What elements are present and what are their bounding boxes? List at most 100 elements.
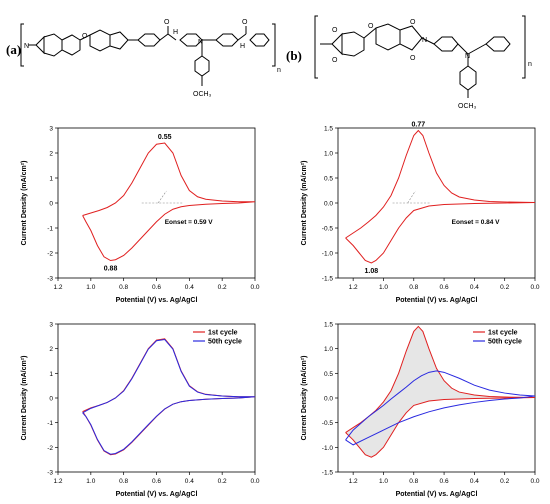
y-tick-label: 3 [49,322,53,329]
structure-b-o-bridge: O [368,23,374,30]
x-tick-label: 1.2 [53,478,62,485]
onset-tangent [157,190,167,204]
x-tick-label: 0.2 [500,478,509,485]
series-line-cv [345,129,536,264]
series-line-cv [82,142,256,262]
annotation-peak-red: 1.08 [365,268,379,275]
y-axis-label: Current Density (mA/cm²) [21,161,28,246]
series-line-50th-cycle [345,370,536,446]
x-tick-label: 0.2 [218,284,227,291]
y-axis-label: Current Density (mA/cm²) [21,356,28,441]
y-tick-label: -1 [47,420,53,427]
x-tick-label: 0.8 [409,478,418,485]
y-tick-label: 1 [49,371,53,378]
y-tick-label: -1 [47,226,53,233]
x-tick-label: 0.4 [185,478,194,485]
structure-a-n-subscript: n [277,67,281,74]
x-axis-label: Potential (V) vs. Ag/AgCl [396,297,478,304]
x-tick-label: 0.4 [185,284,194,291]
y-tick-label: 0 [49,201,53,208]
legend-label: 50th cycle [488,339,522,346]
annotation-peak-ox: 0.77 [412,122,426,129]
y-tick-label: 1.5 [324,126,333,133]
x-tick-label: 1.2 [349,284,358,291]
y-tick-label: 0.0 [324,201,333,208]
y-tick-label: 2 [49,151,53,158]
legend-label: 1st cycle [208,330,238,337]
panel-label-a: (a) [6,42,22,57]
annotation-peak-ox: 0.55 [158,134,172,141]
structure-b-o-2: O [332,57,338,64]
y-tick-label: -0.5 [322,420,334,427]
x-tick-label: 0.0 [250,478,259,485]
y-axis-label: Current Density (mA/cm²) [301,356,308,441]
panel-label-b: (b) [286,48,302,63]
x-tick-label: 1.2 [349,478,358,485]
x-tick-label: 0.6 [440,284,449,291]
structure-b-o-3: O [410,19,416,26]
x-tick-label: 0.4 [470,478,479,485]
x-tick-label: 0.2 [500,284,509,291]
structure-b-n-subscript: n [528,61,532,68]
x-tick-label: 0.0 [530,284,539,291]
cv-plot-d: 1.5 1.0 0.5 0.0 -0.5 -1.0 -1.5 1.2 1.0 0.8 0.6 0.4 0… [301,322,540,499]
structure-a-o-carbonyl-2: O [242,19,248,26]
structure-a-o-carbonyl-1: O [164,19,170,26]
y-tick-label: 1 [49,176,53,183]
annotation-peak-red: 0.88 [104,266,118,273]
onset-tangent [407,190,416,204]
y-tick-label: -2 [47,445,53,452]
y-tick-label: 0.0 [324,396,333,403]
y-tick-label: 0 [49,396,53,403]
x-tick-label: 0.8 [119,478,128,485]
y-tick-label: 0.5 [324,176,333,183]
x-tick-label: 0.0 [250,284,259,291]
cv-plot-a: 3 2 1 0 -1 -2 -31.2 1.0 0.8 0.6 0.4 0.2 0.0 Potential… [21,126,260,305]
shaded-region [345,326,535,458]
y-tick-label: -1.5 [322,276,334,283]
y-tick-label: -1.5 [322,470,334,477]
x-axis-label: Potential (V) vs. Ag/AgCl [116,491,198,498]
series-line-50th-cycle [82,339,256,455]
y-tick-label: 1.0 [324,346,333,353]
structure-b-n-imide: N [422,37,427,44]
structure-a-och3: OCH₃ [193,91,212,98]
x-axis-label: Potential (V) vs. Ag/AgCl [396,491,478,498]
x-tick-label: 1.0 [379,284,388,291]
cv-plot-c: 3 2 1 0 -1 -2 -31.2 1.0 0.8 0.6 0.4 0.2 0.0 Potential… [21,322,260,499]
y-tick-label: -3 [47,470,53,477]
x-tick-label: 1.0 [379,478,388,485]
y-tick-label: -2 [47,251,53,258]
x-axis-label: Potential (V) vs. Ag/AgCl [116,297,198,304]
structure-a-nh-2: H [240,43,245,50]
x-tick-label: 0.0 [530,478,539,485]
y-tick-label: 2 [49,346,53,353]
structure-b-och3: OCH₃ [458,103,477,110]
x-tick-label: 0.2 [218,478,227,485]
y-tick-label: -1.0 [322,445,334,452]
legend-label: 1st cycle [488,330,518,337]
structure-b-n-center: N [465,53,470,60]
structure-a-n-atom: N [24,43,29,50]
x-tick-label: 0.8 [409,284,418,291]
annotation-onset: Eonset = 0.84 V [452,219,501,226]
y-tick-label: 1.5 [324,322,333,329]
structure-a-o-bridge: O [82,33,88,40]
molecule-structure-a: N O N O O H H OCH₃ n [20,19,281,98]
x-tick-label: 1.0 [86,284,95,291]
x-tick-label: 0.6 [440,478,449,485]
molecule-structure-b: O O O O O N N OCH₃ n [314,15,532,110]
x-tick-label: 0.6 [152,478,161,485]
x-tick-label: 0.4 [470,284,479,291]
annotation-onset: Eonset = 0.59 V [165,219,214,226]
x-tick-label: 1.2 [53,284,62,291]
y-tick-label: -1.0 [322,251,334,258]
series-line-1st-cycle [345,325,536,458]
structure-b-o-1: O [332,27,338,34]
y-tick-label: 0.5 [324,371,333,378]
y-tick-label: 1.0 [324,151,333,158]
y-tick-label: -0.5 [322,226,334,233]
cv-plot-b: 1.5 1.0 0.5 0.0 -0.5 -1.0 -1.5 1.2 1.0 0.8 0.6 0.4 0… [301,122,540,305]
y-tick-label: 3 [49,126,53,133]
x-tick-label: 1.0 [86,478,95,485]
